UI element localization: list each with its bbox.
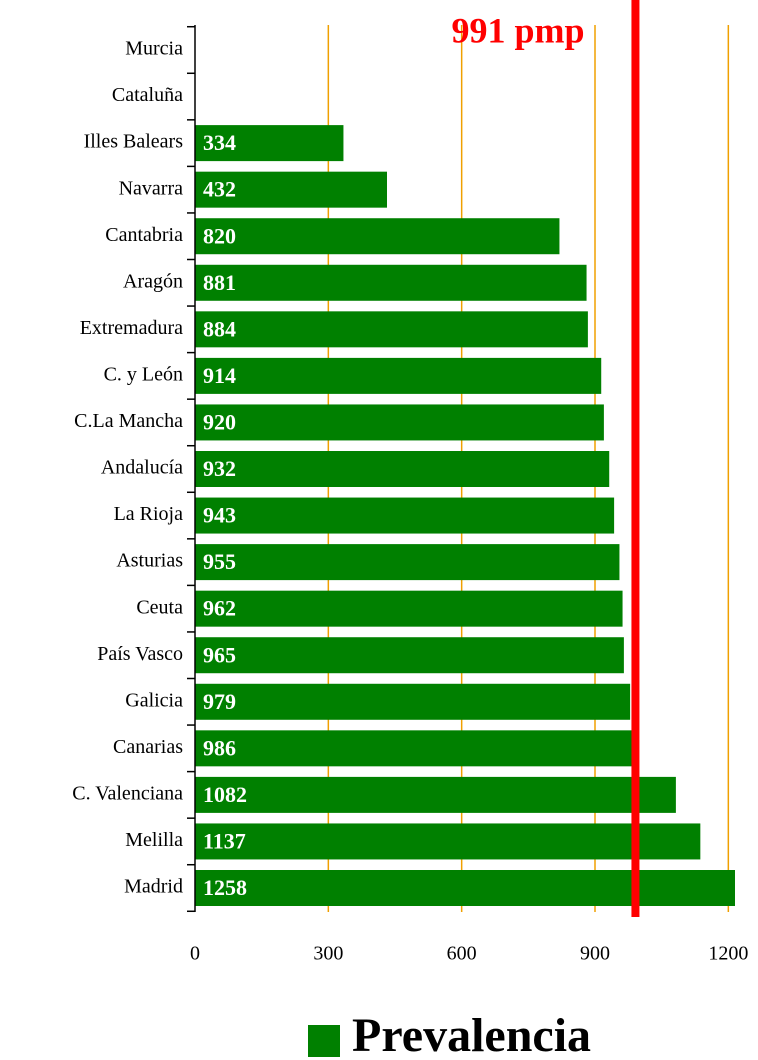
x-tick-label: 900 <box>580 943 610 965</box>
reference-label: 991 pmp <box>451 10 584 50</box>
bar <box>195 311 588 348</box>
bar <box>195 730 634 767</box>
y-tick-label: C. y León <box>104 363 183 385</box>
bar <box>195 544 620 581</box>
bar <box>195 870 735 906</box>
bar <box>195 683 631 720</box>
value-label: 932 <box>203 456 236 481</box>
value-label: 334 <box>203 130 236 155</box>
bar <box>195 264 587 301</box>
value-label: 914 <box>203 363 236 388</box>
y-tick-label: País Vasco <box>97 643 183 665</box>
y-tick-label: C.La Mancha <box>74 410 183 432</box>
bar <box>195 171 387 208</box>
value-label: 881 <box>203 270 236 295</box>
value-label: 920 <box>203 409 236 434</box>
x-tick-label: 300 <box>313 943 343 965</box>
value-label: 965 <box>203 642 236 667</box>
y-tick-label: La Rioja <box>114 503 184 525</box>
y-tick-label: Cataluña <box>112 84 183 106</box>
y-tick-label: Navarra <box>119 177 184 199</box>
bar <box>195 823 701 860</box>
y-tick-label: Andalucía <box>101 457 183 479</box>
y-tick-label: C. Valenciana <box>72 782 183 804</box>
value-label: 820 <box>203 223 236 248</box>
value-label: 1258 <box>203 875 247 900</box>
y-tick-label: Melilla <box>125 829 183 851</box>
value-label: 955 <box>203 549 236 574</box>
y-tick-label: Asturias <box>116 550 183 572</box>
y-tick-label: Cantabria <box>105 224 183 246</box>
value-label: 962 <box>203 596 236 621</box>
y-tick-label: Galicia <box>125 689 183 711</box>
x-tick-label: 600 <box>447 943 477 965</box>
legend-swatch <box>308 1025 340 1057</box>
y-tick-label: Ceuta <box>136 596 183 618</box>
bar <box>195 218 560 255</box>
bar <box>195 125 344 162</box>
value-label: 943 <box>203 503 236 528</box>
value-label: 1082 <box>203 782 247 807</box>
y-tick-label: Murcia <box>125 38 183 60</box>
y-tick-label: Canarias <box>113 736 183 758</box>
bar <box>195 357 602 394</box>
bar <box>195 404 604 441</box>
y-tick-label: Madrid <box>124 876 183 898</box>
y-tick-label: Extremadura <box>80 317 183 339</box>
value-label: 979 <box>203 689 236 714</box>
bar <box>195 451 610 487</box>
value-label: 884 <box>203 316 236 341</box>
legend-label: Prevalencia <box>352 1009 591 1060</box>
bar <box>195 497 615 534</box>
value-label: 432 <box>203 177 236 202</box>
x-tick-label: 0 <box>190 943 200 965</box>
x-tick-label: 1200 <box>708 943 748 965</box>
bar <box>195 590 623 627</box>
value-label: 1137 <box>203 828 246 853</box>
bar <box>195 637 624 674</box>
y-tick-label: Illes Balears <box>84 131 184 153</box>
bar <box>195 776 676 813</box>
value-label: 986 <box>203 735 236 760</box>
y-tick-label: Aragón <box>123 270 183 292</box>
